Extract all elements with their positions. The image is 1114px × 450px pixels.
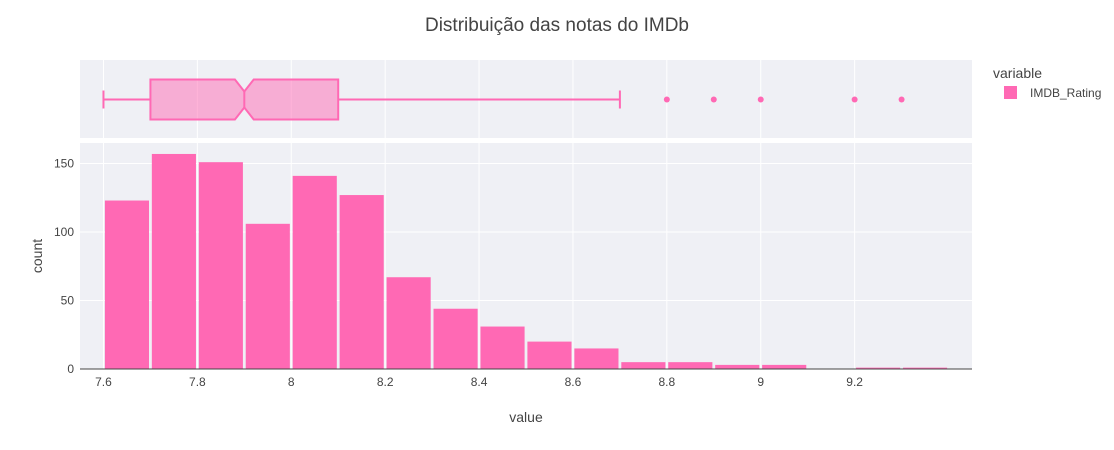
y-tick-label: 50	[61, 294, 75, 308]
x-tick-label: 7.8	[189, 375, 206, 389]
histogram-bar	[762, 364, 807, 369]
histogram-bar	[715, 364, 760, 369]
box-outlier-point	[663, 96, 670, 103]
x-tick-label: 8.4	[471, 375, 488, 389]
x-tick-label: 8	[288, 375, 295, 389]
legend-swatch[interactable]	[1004, 86, 1017, 99]
histogram-bar	[527, 341, 572, 369]
y-axis-label: count	[29, 239, 45, 273]
histogram-bar	[668, 362, 713, 369]
legend[interactable]: variable IMDB_Rating	[993, 65, 1101, 100]
boxplot	[102, 78, 905, 121]
legend-title: variable	[993, 65, 1042, 81]
chart-title: Distribuição das notas do IMDb	[425, 15, 689, 36]
y-tick-label: 150	[54, 157, 74, 171]
x-tick-labels: 7.6 7.8 8 8.2 8.4 8.6 8.8 9 9.2	[95, 375, 863, 389]
histogram-bar	[856, 367, 901, 369]
box-outlier-point	[851, 96, 858, 103]
histogram-bar	[151, 153, 196, 369]
y-tick-label: 0	[67, 362, 74, 376]
y-tick-label: 100	[54, 225, 74, 239]
x-tick-label: 7.6	[95, 375, 112, 389]
legend-item-imdb-rating[interactable]: IMDB_Rating	[1030, 86, 1101, 100]
box-outlier-point	[757, 96, 764, 103]
box-outlier-point	[710, 96, 717, 103]
histogram-bar	[433, 308, 478, 369]
histogram-bar	[480, 326, 525, 369]
x-tick-label: 9.2	[846, 375, 863, 389]
histogram-bar	[574, 348, 619, 369]
histogram-bar	[245, 223, 290, 369]
histogram-bar	[902, 367, 948, 369]
x-tick-label: 8.8	[658, 375, 675, 389]
histogram-bar	[621, 362, 666, 369]
x-tick-label: 8.6	[565, 375, 582, 389]
x-axis-label: value	[509, 409, 543, 425]
box-outlier-point	[898, 96, 905, 103]
y-tick-labels: 0 50 100 150	[54, 157, 74, 376]
x-tick-label: 9	[757, 375, 764, 389]
x-tick-label: 8.2	[377, 375, 394, 389]
histogram-bars	[104, 153, 948, 369]
histogram-bar	[198, 162, 243, 369]
histogram-bar	[104, 200, 150, 369]
histogram-bar	[292, 175, 337, 369]
histogram-bar	[339, 195, 384, 369]
histogram-bar	[386, 277, 431, 369]
